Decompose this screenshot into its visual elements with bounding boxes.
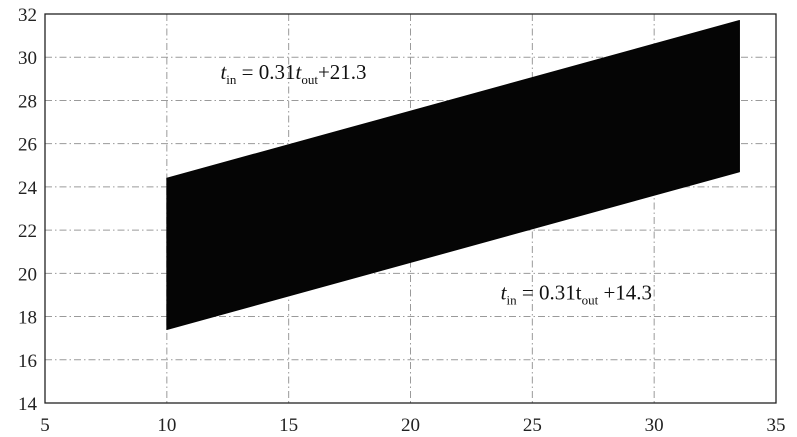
data-band: [166, 19, 740, 331]
y-tick-label: 24: [18, 178, 38, 199]
upper-bound-label: tin = 0.31tout+21.3: [220, 60, 366, 87]
y-axis-ticks: 14 16 18 20 22 24 26 28 30 32: [18, 5, 38, 415]
plot-frame: [44, 13, 777, 404]
y-tick-label: 26: [18, 135, 37, 156]
x-tick-label: 5: [40, 415, 50, 436]
y-tick-label: 20: [18, 264, 37, 285]
x-tick-label: 15: [279, 415, 298, 436]
x-tick-label: 20: [401, 415, 420, 436]
x-tick-label: 25: [523, 415, 542, 436]
x-tick-label: 10: [157, 415, 176, 436]
y-tick-label: 32: [18, 5, 37, 26]
y-tick-label: 14: [18, 394, 38, 415]
y-tick-label: 28: [18, 91, 37, 112]
lower-bound-label: tin = 0.31tout +14.3: [501, 280, 652, 307]
y-tick-label: 30: [18, 48, 37, 69]
y-tick-label: 16: [18, 351, 37, 372]
x-tick-label: 35: [767, 415, 786, 436]
x-tick-label: 30: [645, 415, 664, 436]
band-area: [166, 19, 740, 331]
y-tick-label: 18: [18, 308, 37, 329]
y-tick-label: 22: [18, 221, 37, 242]
x-axis-ticks: 5 10 15 20 25 30 35: [40, 415, 785, 436]
annotations: tin = 0.31tout+21.3 tin = 0.31tout +14.3: [220, 60, 652, 307]
